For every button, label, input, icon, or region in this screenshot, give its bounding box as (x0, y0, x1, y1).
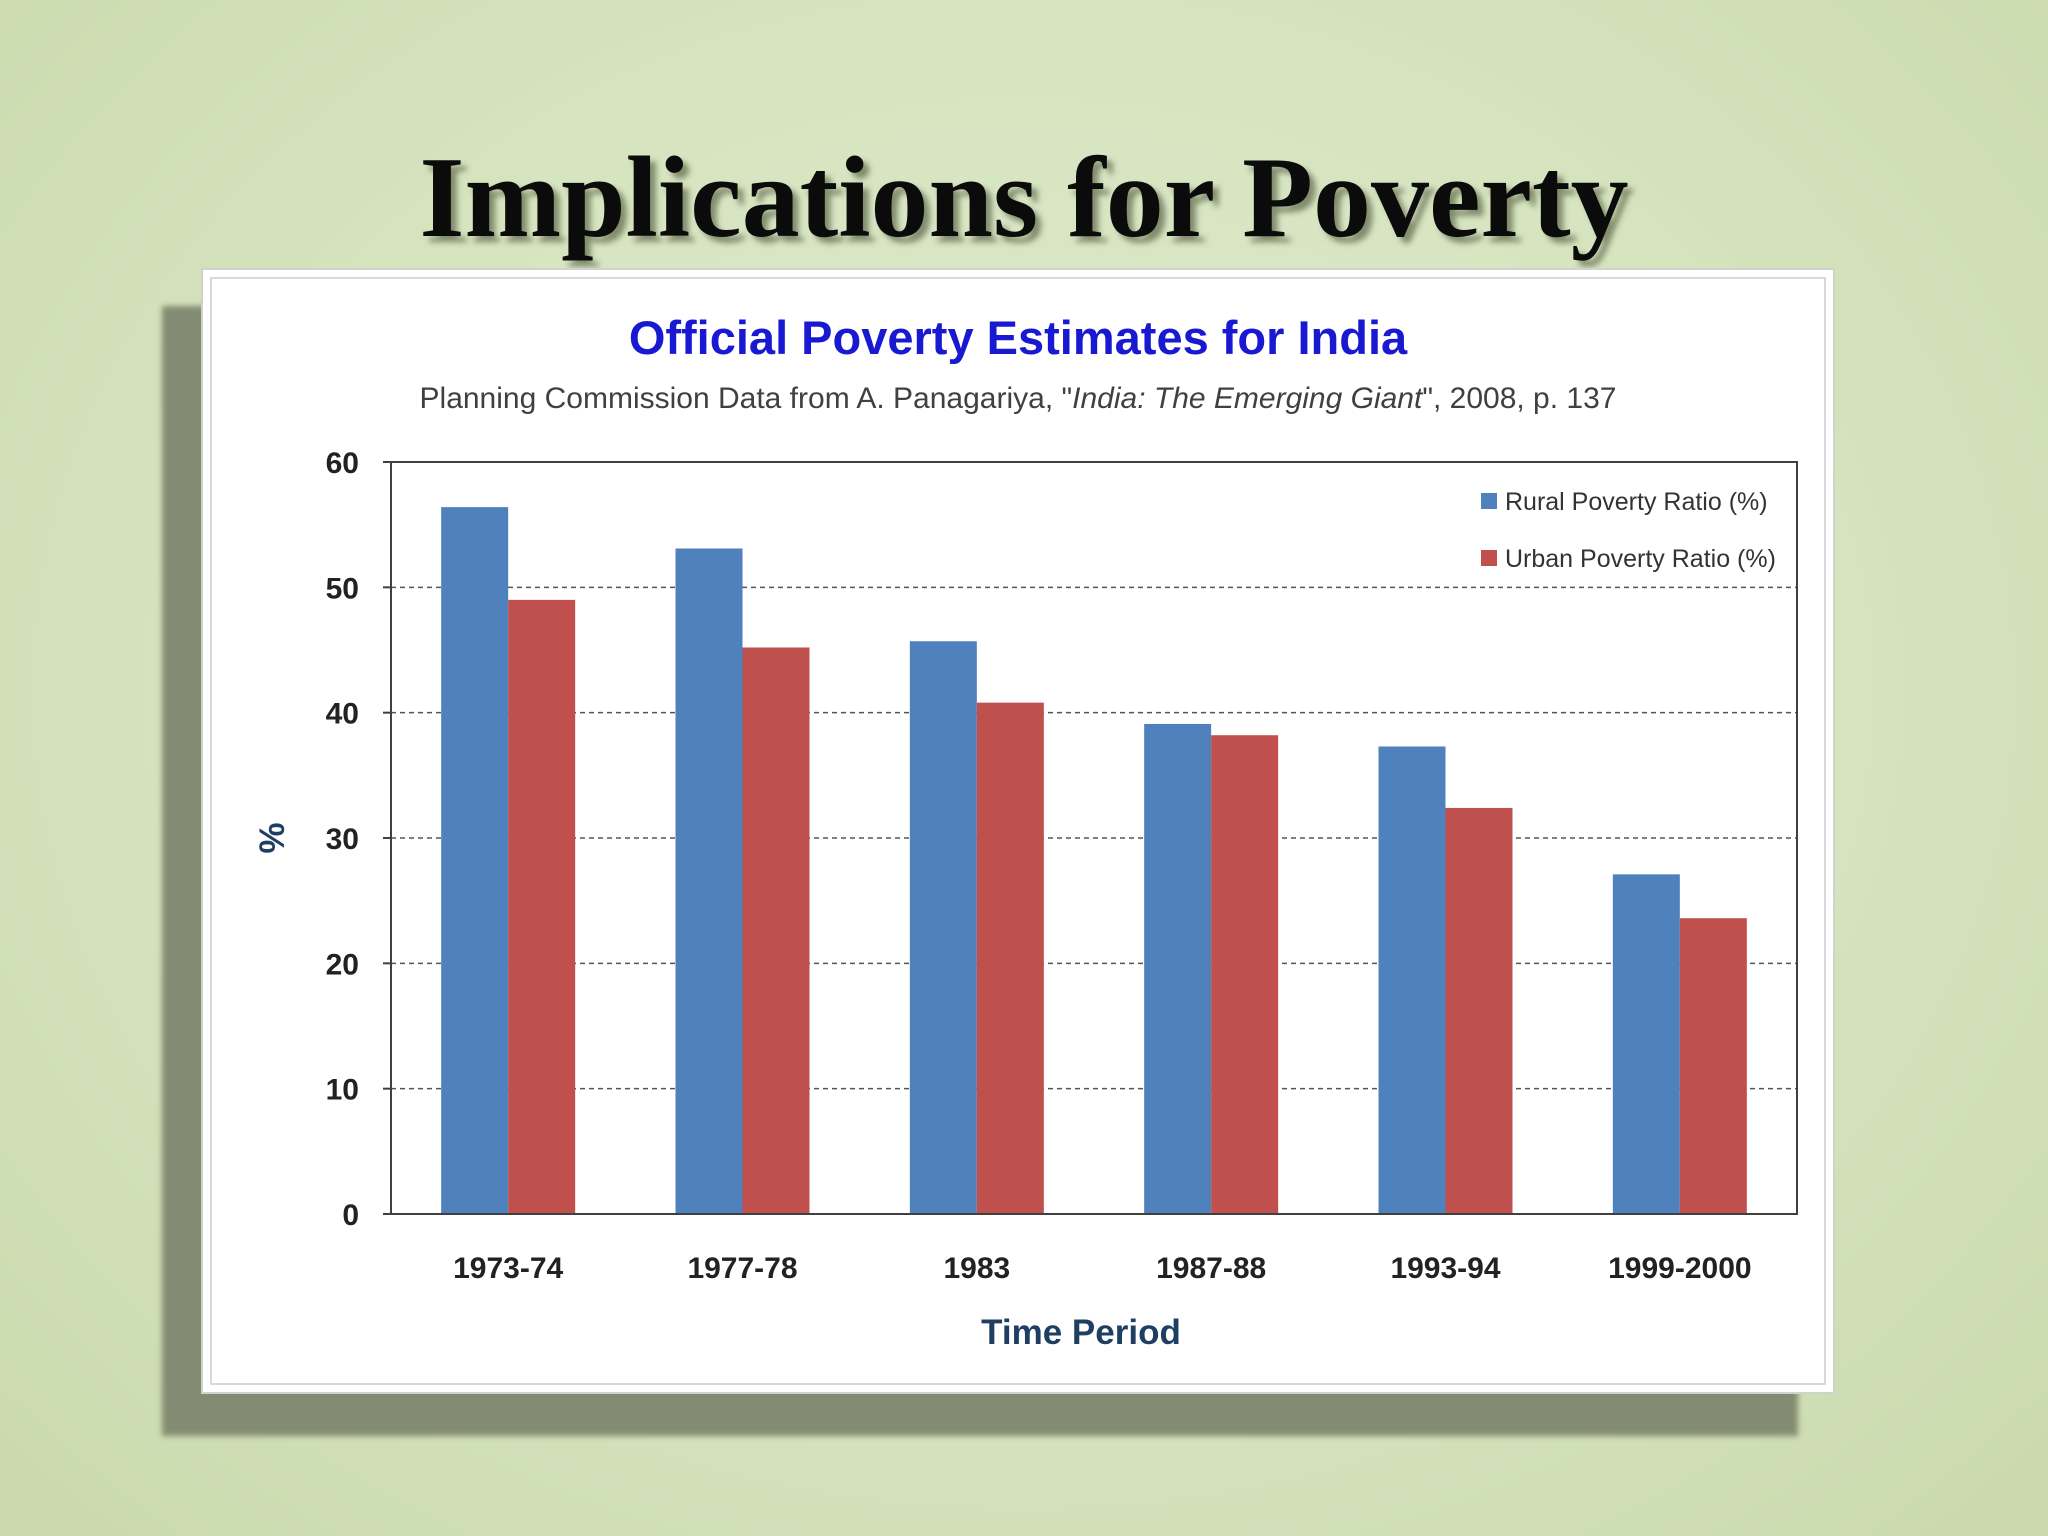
bar-rural-1977-78 (675, 548, 743, 1214)
chart-title: Official Poverty Estimates for India (629, 311, 1408, 364)
y-tick-label: 20 (326, 948, 359, 981)
slide-title: Implications for Poverty (419, 134, 1629, 262)
x-tick-label: 1983 (943, 1252, 1010, 1285)
y-tick-label: 60 (326, 447, 359, 480)
bar-urban-1983 (976, 702, 1044, 1214)
bar-rural-1987-88 (1144, 723, 1212, 1214)
gridlines (391, 586, 1797, 1090)
chart-frame-border (210, 277, 1826, 1385)
y-tick-label: 10 (326, 1074, 359, 1107)
legend-label: Rural Poverty Ratio (%) (1505, 488, 1768, 516)
chart-subtitle-prefix: Planning Commission Data from A. Panagar… (420, 382, 1073, 415)
bar-urban-1993-94 (1445, 807, 1513, 1214)
bars (441, 507, 1747, 1214)
bar-rural-1993-94 (1378, 746, 1446, 1214)
y-tick-label: 30 (326, 823, 359, 856)
chart-subtitle-book-title: India: The Emerging Giant (1072, 382, 1424, 415)
y-tick-label: 0 (342, 1199, 359, 1232)
y-tick-label: 40 (326, 698, 359, 731)
legend-swatch (1481, 550, 1497, 566)
legend-label: Urban Poverty Ratio (%) (1505, 545, 1776, 573)
x-tick-label: 1977-78 (687, 1252, 797, 1285)
legend-swatch (1481, 493, 1497, 509)
bar-rural-1999-2000 (1612, 874, 1680, 1214)
bar-urban-1987-88 (1211, 735, 1279, 1214)
x-axis-title: Time Period (981, 1313, 1181, 1352)
bar-urban-1973-74 (508, 599, 576, 1214)
bar-urban-1977-78 (742, 647, 810, 1214)
x-tick-label: 1973-74 (453, 1252, 563, 1285)
x-tick-label: 1987-88 (1156, 1252, 1266, 1285)
y-tick-label: 50 (326, 572, 359, 605)
chart-subtitle-suffix: ", 2008, p. 137 (1422, 382, 1616, 415)
bar-rural-1983 (909, 641, 977, 1214)
x-tick-label: 1993-94 (1390, 1252, 1500, 1285)
x-axis-ticks: 1973-74 1977-78 1983 1987-88 1993-94 1999-200… (453, 1252, 1751, 1285)
legend: Rural Poverty Ratio (%) Urban Poverty Rat… (1481, 488, 1776, 573)
bar-rural-1973-74 (441, 507, 509, 1214)
y-axis-ticks: 0 10 20 30 40 50 60 (326, 447, 391, 1232)
x-tick-label: 1999-2000 (1608, 1252, 1751, 1285)
y-axis-title: % (253, 822, 292, 853)
bar-urban-1999-2000 (1679, 918, 1747, 1214)
chart-subtitle: Planning Commission Data from A. Panagar… (420, 382, 1617, 415)
poverty-bar-chart: Official Poverty Estimates for India Pla… (253, 311, 1798, 1352)
chart-frame: Official Poverty Estimates for India Pla… (201, 268, 1835, 1394)
